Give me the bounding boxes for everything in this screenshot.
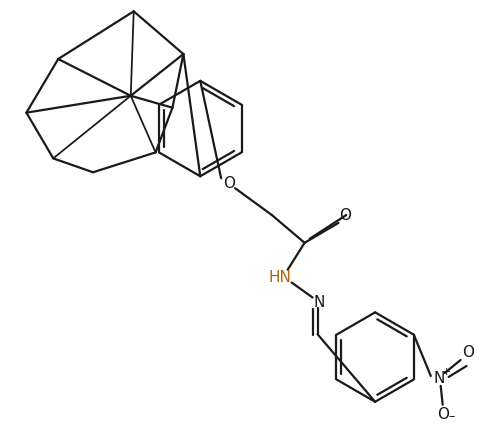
Text: O: O — [223, 176, 235, 191]
Text: N: N — [314, 295, 325, 310]
Text: HN: HN — [268, 270, 291, 285]
Text: O: O — [437, 407, 449, 422]
Text: O: O — [463, 345, 474, 360]
Text: N: N — [433, 372, 444, 386]
Text: +: + — [442, 367, 452, 377]
Text: O: O — [339, 208, 351, 223]
Text: –: – — [449, 410, 455, 423]
